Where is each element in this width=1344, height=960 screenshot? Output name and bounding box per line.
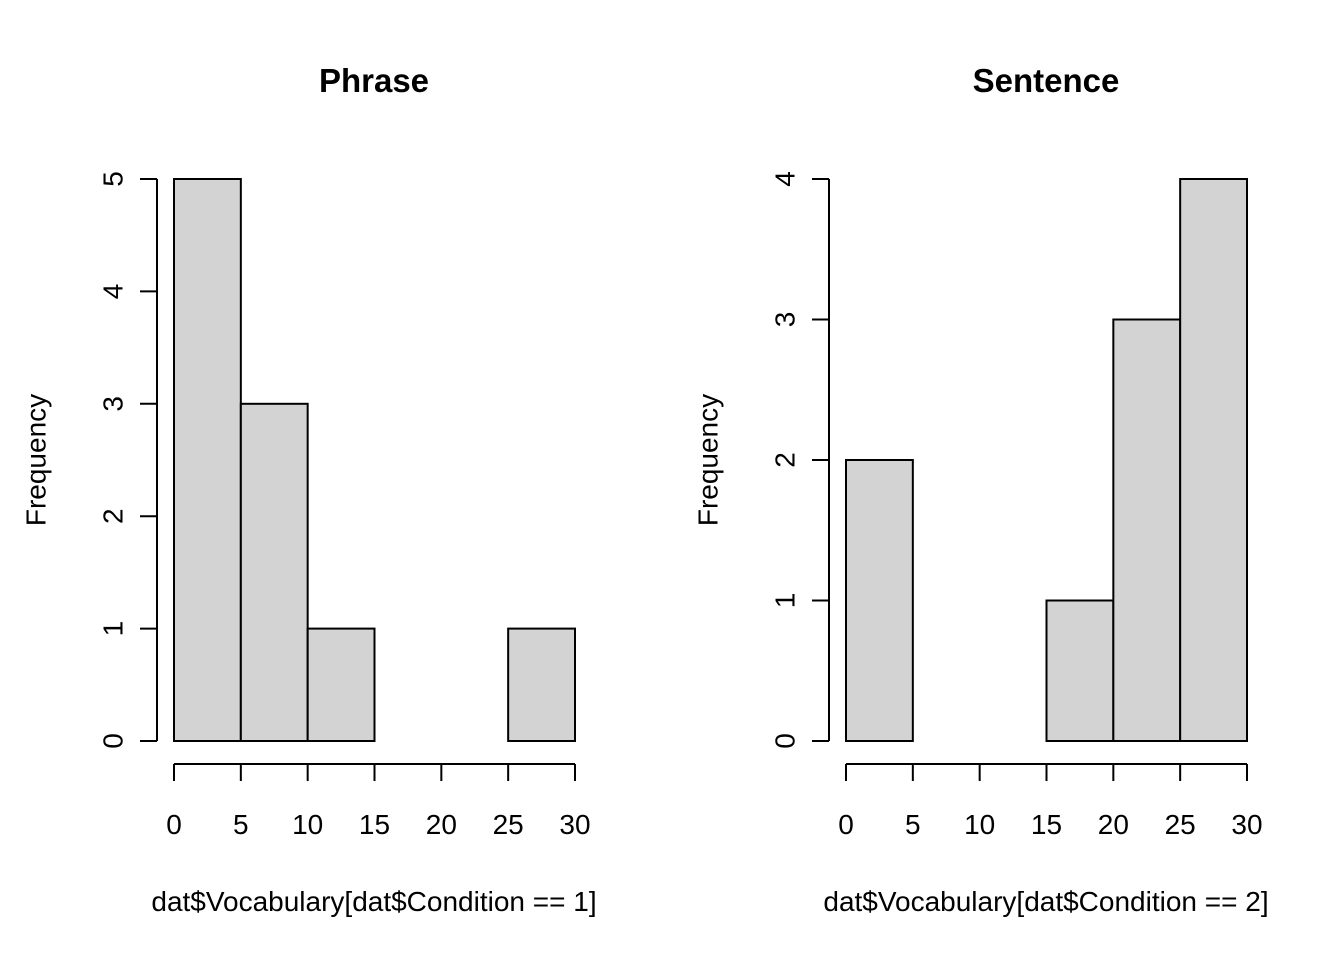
panel-1-x-tick-label: 25 [493,809,524,840]
panel-2-y-axis-label: Frequency [693,394,724,526]
panel-2-x-tick-label: 5 [905,809,921,840]
panel-1-y-tick-label: 5 [98,171,129,187]
panel-2-y-tick-label: 0 [770,733,801,749]
panel-2-histogram-bar [1179,178,1248,742]
panel-2-histogram-bar [1045,599,1115,742]
panel-2-chart-title: Sentence [973,62,1120,99]
panel-1-x-tick-label: 30 [559,809,590,840]
panel-1-y-axis-label: Frequency [21,394,52,526]
panel-1-y-tick-label: 0 [98,733,129,749]
panel-2-histogram-bar [845,459,914,742]
panel-1-x-tick-label: 20 [426,809,457,840]
panel-2-x-tick-label: 15 [1031,809,1062,840]
panel-1-x-tick-label: 0 [166,809,182,840]
panel-1-chart-title: Phrase [319,62,429,99]
panel-1-x-tick-label: 15 [359,809,390,840]
panel-1-histogram-bar [306,627,376,742]
panel-2-x-axis-label: dat$Vocabulary[dat$Condition == 2] [823,886,1268,917]
panel-2-y-tick-label: 4 [770,171,801,187]
panel-2-x-tick-label: 20 [1098,809,1129,840]
panel-1-y-tick-label: 2 [98,508,129,524]
panel-2-y-tick-label: 3 [770,312,801,328]
panel-1-x-tick-label: 10 [292,809,323,840]
panel-1-histogram-bar [173,178,242,742]
panel-2-histogram-bar [1112,318,1182,742]
panel-2-x-tick-label: 10 [964,809,995,840]
panel-1-histogram-bar [239,402,309,742]
panel-1-y-tick-label: 1 [98,621,129,637]
panel-2-x-tick-label: 25 [1165,809,1196,840]
panel-1-x-tick-label: 5 [233,809,249,840]
panel-1-x-axis-label: dat$Vocabulary[dat$Condition == 1] [151,886,596,917]
panel-2-y-tick-label: 1 [770,593,801,609]
panel-1-y-tick-label: 3 [98,396,129,412]
panel-1-histogram-bar [507,627,576,742]
panel-2-x-tick-label: 30 [1231,809,1262,840]
panel-1-y-tick-label: 4 [98,284,129,300]
panel-2-y-tick-label: 2 [770,452,801,468]
panel-2-x-tick-label: 0 [838,809,854,840]
